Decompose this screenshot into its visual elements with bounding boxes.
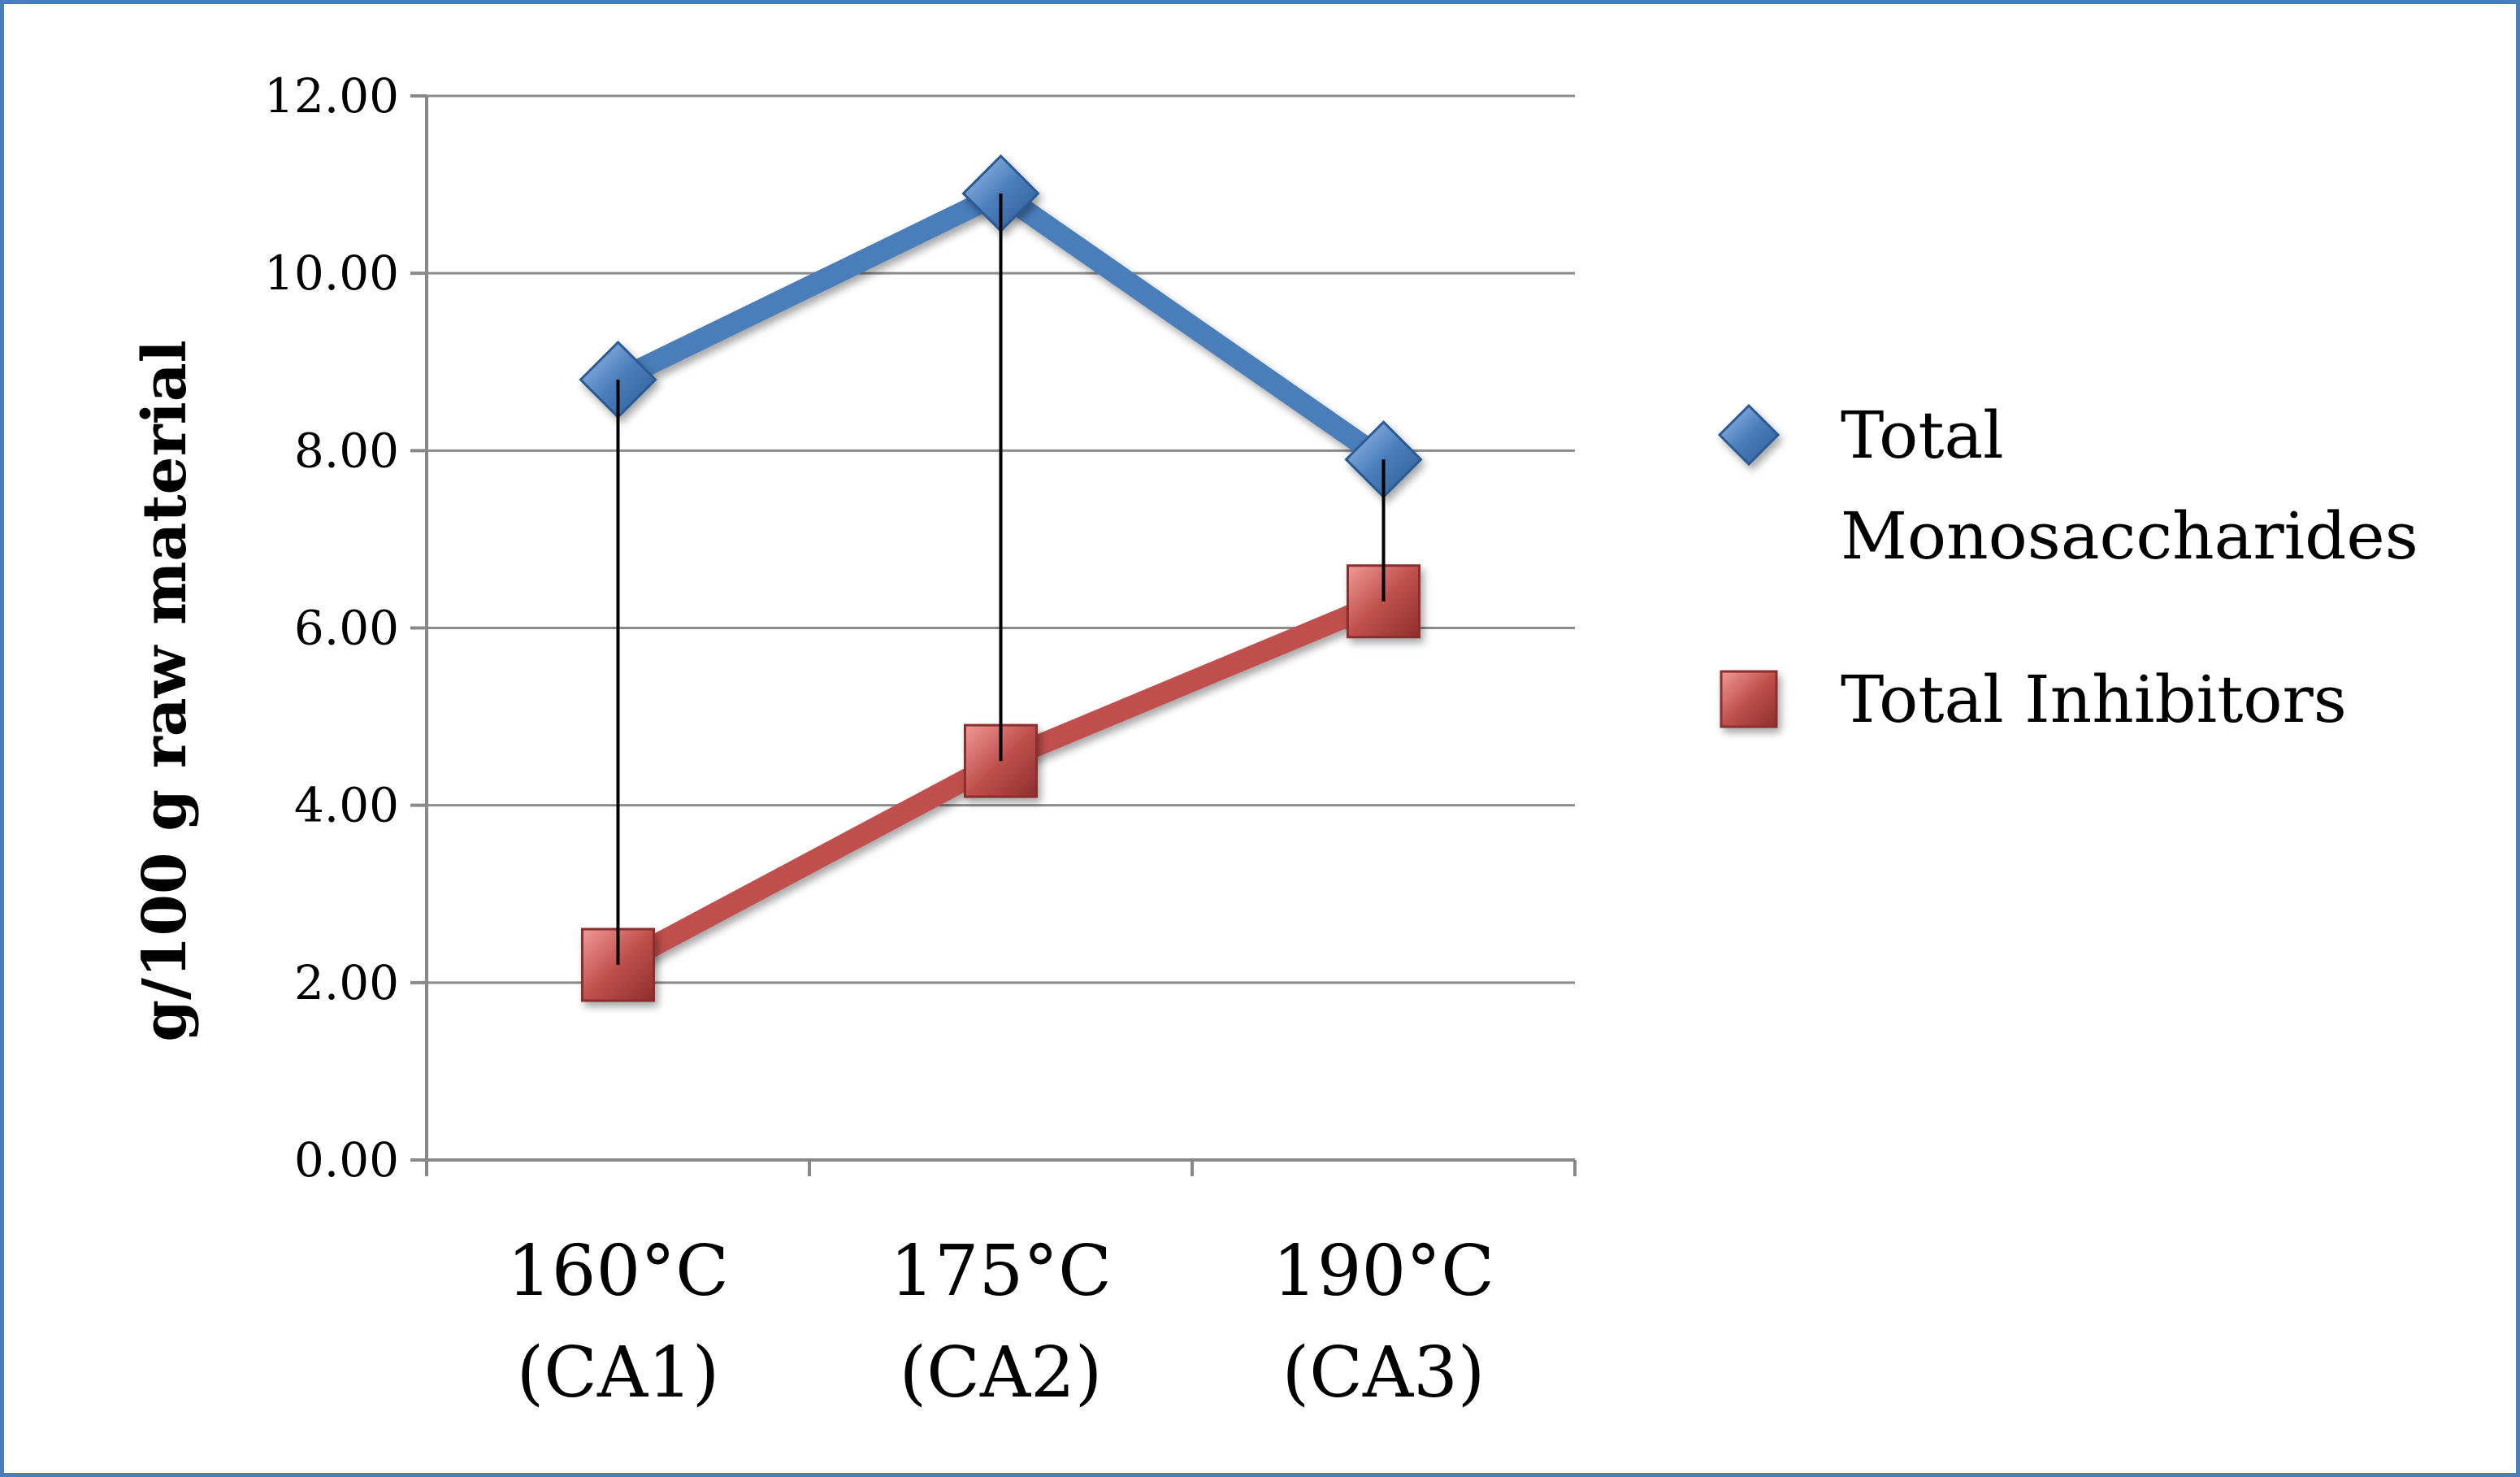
axes — [410, 96, 1575, 1162]
legend-item-inhibitors: Total Inhibitors — [1663, 662, 2347, 737]
legend: Total Monosaccharides Total Inhibitors — [1663, 397, 2418, 737]
x-tick-label-line2: (CA2) — [900, 1332, 1103, 1414]
legend-item-monosaccharides: Total Monosaccharides — [1663, 397, 2418, 574]
y-tick-label: 2.00 — [294, 955, 399, 1010]
legend-label: Monosaccharides — [1841, 498, 2418, 574]
y-tick-labels: 0.00 2.00 4.00 6.00 8.00 10.00 12.00 — [264, 68, 399, 1188]
x-tick-label-line2: (CA3) — [1282, 1332, 1486, 1414]
y-tick-label: 12.00 — [264, 68, 399, 124]
x-tick-label: 190°C (CA3) — [1273, 1231, 1494, 1414]
x-tick-label: 175°C (CA2) — [890, 1231, 1112, 1414]
legend-swatch-marker — [1720, 670, 1778, 728]
x-tick-label-line1: 175°C — [890, 1231, 1112, 1312]
x-tick-label-line1: 160°C — [507, 1231, 729, 1312]
y-tick-label: 6.00 — [294, 601, 399, 656]
legend-swatch-marker — [1717, 403, 1780, 467]
x-tick-label-line2: (CA1) — [517, 1332, 720, 1414]
x-tick-label-line1: 190°C — [1273, 1231, 1494, 1312]
high-low-lines — [616, 193, 1386, 966]
y-tick-label: 10.00 — [264, 245, 399, 301]
x-tick-labels: 160°C (CA1) 175°C (CA2) 190°C (CA3) — [507, 1231, 1494, 1414]
legend-label: Total Inhibitors — [1841, 662, 2347, 737]
y-axis-title: g/100 g raw material — [130, 340, 200, 1042]
y-tick-label: 4.00 — [294, 778, 399, 833]
legend-label: Total — [1841, 397, 2004, 473]
y-tick-label: 0.00 — [294, 1132, 399, 1188]
y-tick-label: 8.00 — [294, 423, 399, 478]
x-tick-label: 160°C (CA1) — [507, 1231, 729, 1414]
